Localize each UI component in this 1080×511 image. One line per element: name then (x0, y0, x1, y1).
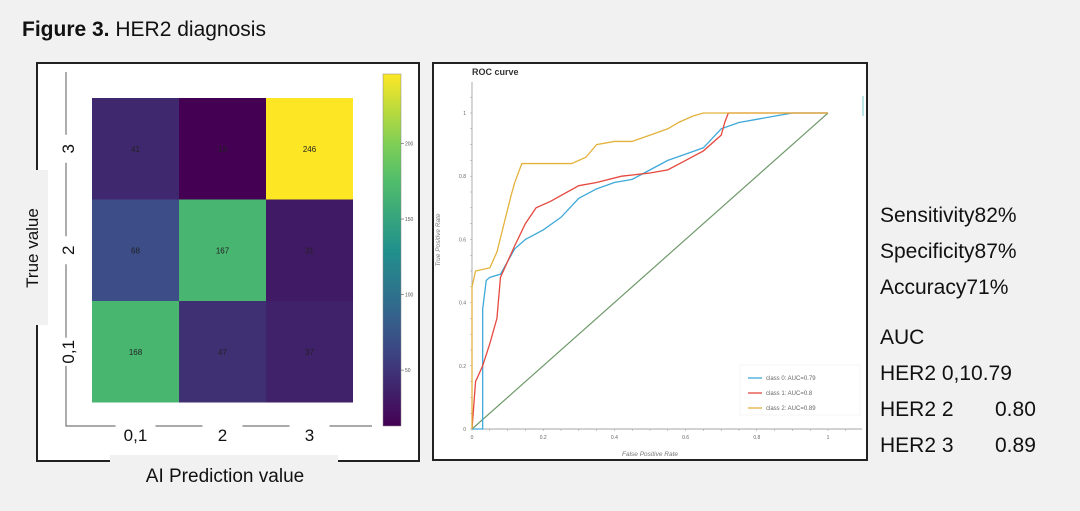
label-bg (289, 420, 330, 434)
roc-x-tick-label: 0.8 (753, 435, 760, 441)
auc-label: HER2 0,1 (880, 362, 972, 385)
roc-x-tick-label: 0 (471, 435, 474, 441)
colorbar-tick-label: 200 (405, 141, 414, 147)
stat-accuracy: Accuracy 71% (880, 270, 1036, 306)
auc-value: 0.89 (995, 434, 1036, 457)
auc-row-01: HER2 0,1 0.79 (880, 356, 1036, 392)
roc-y-tick-label: 0 (463, 427, 466, 433)
stat-specificity: Specificity 87% (880, 234, 1036, 270)
auc-row-3: HER2 3 0.89 (880, 428, 1036, 464)
x-tick-label: 0,1 (124, 426, 148, 445)
label-bg (58, 134, 74, 163)
auc-heading: AUC (880, 326, 925, 349)
heatmap-cell-value: 31 (305, 246, 314, 255)
auc-value: 0.80 (995, 398, 1036, 421)
heatmap-cell (266, 98, 353, 200)
y-axis-title: True value (23, 208, 42, 288)
roc-diagonal (471, 112, 829, 430)
auc-label: HER2 3 (880, 434, 954, 457)
axis-frame (65, 72, 372, 427)
y-tick-label: 2 (59, 246, 78, 255)
stat-label: Sensitivity (880, 204, 975, 227)
y-tick-label: 3 (59, 144, 78, 153)
heatmap-cell (179, 301, 266, 403)
roc-legend (739, 364, 861, 416)
prediction-label-box (110, 455, 338, 491)
heatmap-cell-value: 168 (129, 348, 143, 357)
legend-label: class 2: AUC=0.89 (766, 406, 816, 412)
roc-y-tick-label: 0.4 (459, 301, 466, 307)
roc-y-tick-label: 0.2 (459, 364, 466, 370)
stat-value: 87% (974, 240, 1017, 263)
heatmap-cell-value: 13 (218, 145, 227, 154)
roc-x-axis-title: False Positive Rate (622, 451, 678, 458)
figure-title-text: HER2 diagnosis (115, 18, 266, 41)
heatmap-cell-value: 68 (131, 246, 140, 255)
heatmap-cell (92, 98, 179, 200)
heatmap-cell (266, 301, 353, 403)
heatmap-cell (179, 98, 266, 200)
roc-y-axis-title: True Positive Rate (435, 213, 442, 266)
y-tick-label: 0,1 (59, 340, 78, 364)
roc-x-tick-label: 0.6 (682, 435, 689, 441)
x-tick-label: 2 (218, 426, 227, 445)
roc-x-tick-label: 0.2 (540, 435, 547, 441)
heatmap-cell-value: 41 (131, 145, 140, 154)
stat-value: 71% (966, 276, 1009, 299)
figure-title: Figure 3. HER2 diagnosis (22, 18, 266, 42)
heatmap-cell (92, 199, 179, 301)
label-bg (58, 236, 74, 265)
legend-label: class 0: AUC=0.79 (766, 376, 816, 382)
x-tick-label: 3 (305, 426, 314, 445)
roc-series-class-0 (472, 112, 828, 430)
stat-sensitivity: Sensitivity 82% (880, 198, 1036, 234)
roc-x-tick-label: 1 (827, 435, 830, 441)
roc-y-tick-label: 0.8 (459, 174, 466, 180)
label-bg (115, 420, 156, 434)
figure-label: Figure 3. (22, 18, 110, 41)
auc-value: 0.79 (971, 362, 1012, 385)
heatmap-cell-value: 167 (216, 246, 230, 255)
heatmap-cell-value: 47 (218, 348, 227, 357)
x-axis-title: AI Prediction value (146, 466, 304, 487)
heatmap-cell (179, 199, 266, 301)
heatmap-cell-value: 246 (303, 145, 317, 154)
roc-series-class-1 (471, 112, 828, 430)
stat-label: Accuracy (880, 276, 967, 299)
colorbar-tick-label: 50 (405, 368, 411, 374)
heatmap-cell (92, 301, 179, 403)
heatmap-cell (266, 199, 353, 301)
roc-y-tick-label: 0.6 (459, 237, 466, 243)
colorbar-tick-label: 150 (405, 217, 414, 223)
auc-row-2: HER2 2 0.80 (880, 392, 1036, 428)
label-bg (58, 337, 74, 366)
roc-y-tick-label: 1 (463, 111, 466, 117)
roc-series-class-2 (471, 112, 828, 429)
colorbar-tick-label: 100 (405, 293, 414, 299)
stat-label: Specificity (880, 240, 975, 263)
colorbar (382, 73, 402, 427)
label-bg (202, 420, 243, 434)
true-value-label-box (18, 170, 48, 325)
roc-x-tick-label: 0.4 (611, 435, 618, 441)
stats-block: Sensitivity 82% Specificity 87% Accuracy… (880, 198, 1036, 464)
stat-value: 82% (974, 204, 1017, 227)
roc-title: ROC curve (472, 67, 519, 77)
heatmap-cell-value: 37 (305, 348, 314, 357)
auc-label: HER2 2 (880, 398, 954, 421)
legend-label: class 1: AUC=0.8 (766, 391, 813, 397)
